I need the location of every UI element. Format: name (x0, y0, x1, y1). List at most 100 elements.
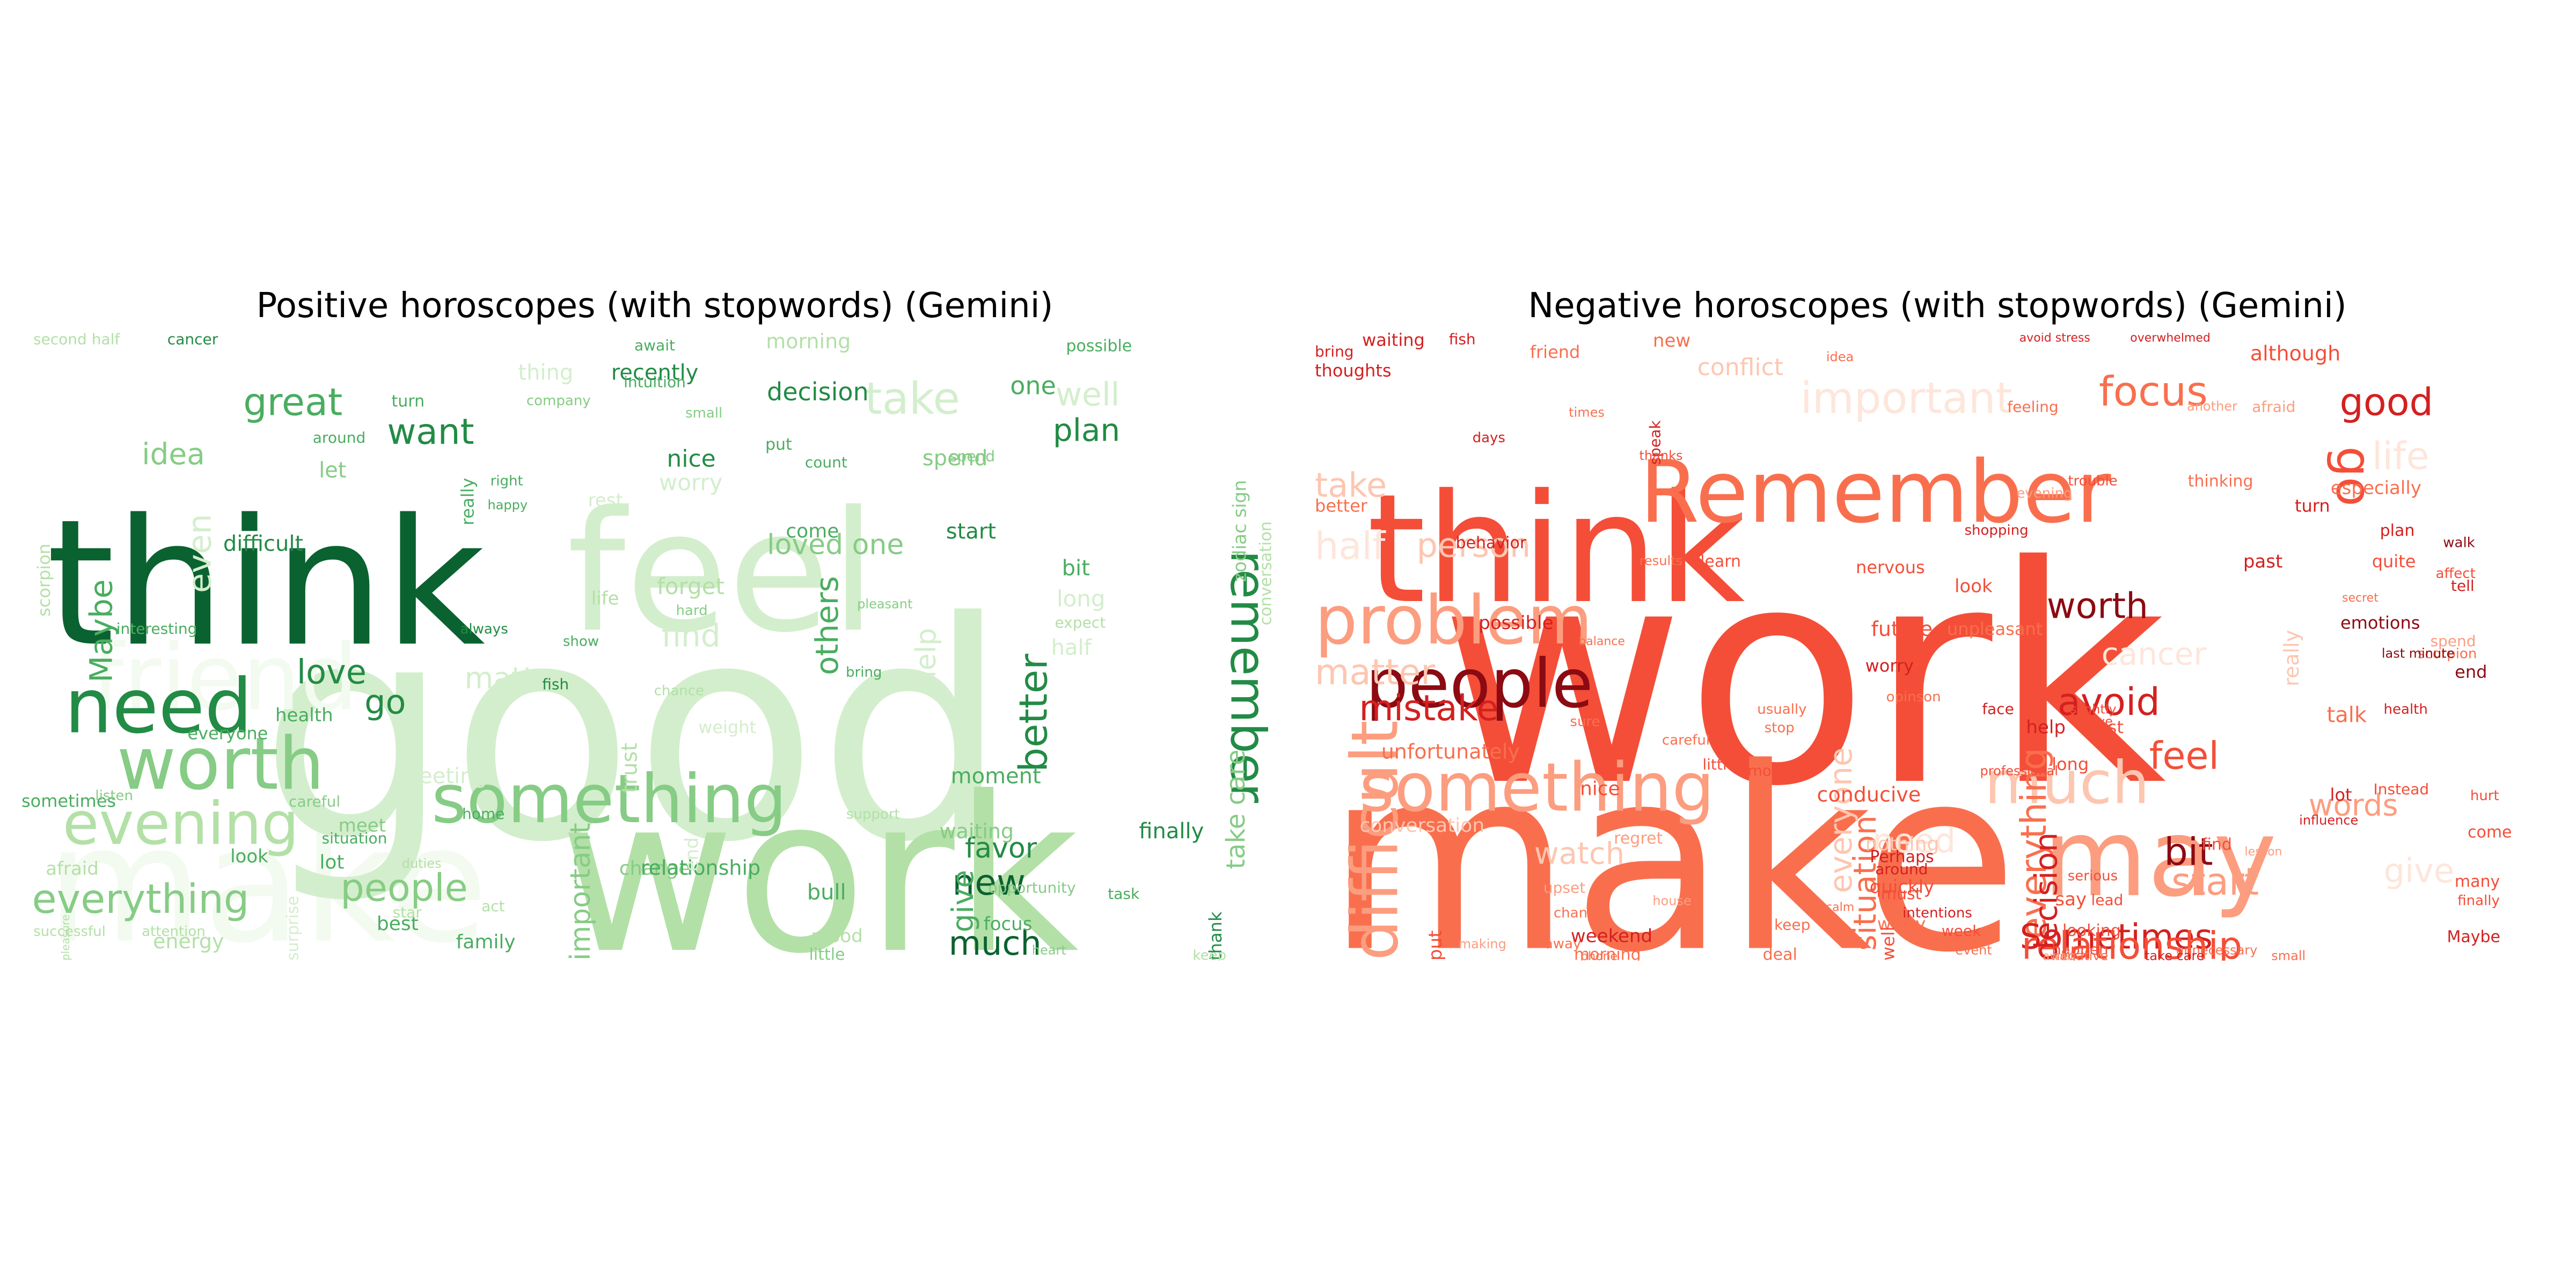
word: thoughts (1315, 361, 1392, 381)
word: opinson (1886, 689, 1941, 705)
word: little (1702, 756, 1736, 773)
word: words (2309, 788, 2398, 823)
word: find (2201, 836, 2232, 854)
word: hurt (2470, 788, 2499, 804)
word: work (559, 751, 1079, 961)
word: tell (2451, 577, 2475, 595)
word: bit (1062, 556, 1090, 581)
word: new (1653, 333, 1690, 352)
word: go (2325, 447, 2382, 507)
word: deal (1763, 946, 1797, 961)
word: recently (611, 360, 699, 385)
word: go (364, 683, 406, 722)
word: put (1425, 931, 1446, 961)
word: feeling (2007, 398, 2058, 416)
word: conversation (1257, 521, 1276, 625)
word: love (297, 652, 367, 691)
word: little (809, 946, 845, 961)
word: take (865, 374, 960, 425)
word: better (1315, 496, 1368, 516)
word: well (1878, 926, 1899, 961)
word: make (1326, 714, 2018, 961)
word: everything (32, 875, 250, 923)
word: work (1439, 502, 2167, 852)
word: support (846, 806, 900, 822)
word: turn (392, 392, 425, 411)
word: may (2043, 796, 2277, 921)
word: emotions (2340, 612, 2420, 633)
word: house (1652, 893, 1691, 908)
word: people (340, 866, 467, 910)
word: secret (2342, 591, 2379, 605)
word: one (1010, 371, 1056, 400)
word: right (491, 473, 523, 489)
word: unfortunately (1381, 740, 1520, 763)
word: great (243, 380, 342, 425)
word: lead (2091, 891, 2123, 909)
word: give (2384, 851, 2454, 890)
word: phone (1580, 950, 1618, 961)
word: worry (1865, 656, 1914, 676)
word: finally (1139, 819, 1204, 844)
word: second half (33, 333, 120, 348)
word: well (1056, 376, 1119, 414)
word: spend (923, 446, 988, 471)
word: professional (1980, 763, 2058, 778)
word: learn (1700, 552, 1741, 571)
word: really (458, 478, 478, 525)
word: careful (1662, 732, 1710, 748)
word: always (460, 621, 508, 637)
word: others (809, 576, 845, 675)
word: put (765, 435, 792, 454)
word: star (393, 904, 422, 921)
word: moment (951, 764, 1041, 789)
word: good (2339, 380, 2433, 425)
word: although (2250, 342, 2340, 365)
word: affect (2435, 566, 2475, 582)
word: avoid stress (2019, 333, 2090, 345)
word: regret (1614, 829, 1663, 848)
word: come (786, 521, 839, 543)
word: usually (1757, 701, 1806, 718)
word: plan (2380, 521, 2415, 540)
word: help (2026, 717, 2066, 738)
word: everything (2013, 748, 2054, 939)
word: afraid (46, 858, 99, 880)
word: focus (984, 913, 1033, 935)
word: look (230, 846, 268, 867)
word: weight (698, 717, 756, 737)
word: speak (1646, 420, 1664, 465)
word: rest (2091, 717, 2124, 737)
word: act (481, 897, 505, 915)
word: everyone (1823, 747, 1859, 893)
word: duties (402, 856, 442, 871)
word: nice (667, 445, 715, 472)
word: talk (2327, 703, 2367, 728)
word: best (377, 913, 419, 935)
word: even (181, 514, 219, 592)
word: balance (1578, 635, 1625, 648)
word: task (1108, 885, 1140, 903)
word: loved one (767, 529, 904, 561)
word: especially (2331, 477, 2421, 499)
word: keep (1192, 948, 1226, 961)
word: feel (2149, 734, 2219, 778)
word: times (1569, 405, 1605, 420)
negative-wordcloud-title: Negative horoscopes (with stopwords) (Ge… (1528, 286, 2347, 326)
word: interesting (116, 620, 197, 638)
word: idea (1826, 349, 1854, 364)
word: decision (2028, 832, 2065, 961)
word: conflict (1697, 354, 1783, 381)
word: important (1801, 374, 2012, 423)
word: good (259, 558, 1008, 908)
word: nothing (1865, 833, 1939, 855)
word: making (1459, 936, 1506, 952)
word: finally (2457, 892, 2500, 909)
word: await (634, 336, 675, 354)
word: prove (2076, 714, 2113, 729)
word: scorpion (34, 544, 54, 617)
word: slightly (2070, 701, 2117, 716)
word: nice (1580, 778, 1620, 800)
word: mistake (1359, 687, 1498, 729)
word: show (563, 633, 599, 649)
